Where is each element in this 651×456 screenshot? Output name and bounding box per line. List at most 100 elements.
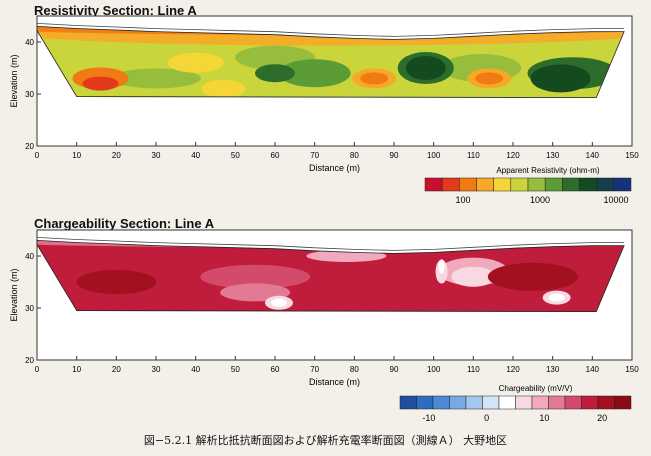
chg-colorbar-swatch xyxy=(432,395,450,410)
chg-colorbar-swatch xyxy=(548,395,566,410)
chg-x-tick-label: 20 xyxy=(112,365,121,374)
chg-colorbar-tick-label: 20 xyxy=(597,413,607,423)
res-x-tick-label: 80 xyxy=(350,151,359,160)
chg-colorbar-swatch xyxy=(416,395,434,410)
chargeability-section-plot: 0 10 20 30 40 50 60 70 80 90 100 110 120 130 140 150203… xyxy=(9,229,639,423)
res-colorbar-tick-label: 100 xyxy=(455,195,470,205)
chg-topography-line xyxy=(36,237,625,251)
chg-x-tick-label: 140 xyxy=(586,365,600,374)
chg-x-tick-label: 120 xyxy=(506,365,520,374)
res-y-tick-label: 30 xyxy=(25,90,34,99)
chg-colorbar-tick-label: 10 xyxy=(539,413,549,423)
res-colorbar-swatch xyxy=(527,177,546,192)
chg-colorbar-swatch xyxy=(498,395,516,410)
chg-x-tick-label: 50 xyxy=(231,365,240,374)
res-x-tick-label: 110 xyxy=(467,151,480,160)
chg-x-tick-label: 110 xyxy=(467,365,480,374)
res-x-tick-label: 50 xyxy=(231,151,240,160)
res-colorbar-swatch xyxy=(596,177,615,192)
res-colorbar-swatch xyxy=(424,177,443,192)
chg-colorbar-swatch xyxy=(564,395,582,410)
res-low-zone xyxy=(475,72,504,85)
chg-colorbar-swatch xyxy=(515,395,533,410)
chg-x-tick-label: 40 xyxy=(191,365,200,374)
chg-colorbar-swatch xyxy=(482,395,500,410)
res-section-outline xyxy=(36,25,625,99)
res-x-tick-label: 60 xyxy=(271,151,280,160)
res-high-zone xyxy=(530,64,591,93)
res-x-tick-label: 20 xyxy=(112,151,121,160)
res-y-tick-label: 20 xyxy=(25,142,34,151)
res-colorbar-swatch xyxy=(459,177,477,192)
res-x-tick-label: 70 xyxy=(310,151,319,160)
res-section-body xyxy=(37,26,625,98)
chg-y-tick-label: 20 xyxy=(25,356,34,365)
resistivity-title: Resistivity Section: Line A xyxy=(34,3,197,18)
res-colorbar-swatch xyxy=(493,177,512,192)
chg-x-tick-label: 150 xyxy=(625,365,639,374)
chg-high-zone xyxy=(76,270,157,294)
chg-low-zone xyxy=(270,298,287,307)
chg-y-axis-label: Elevation (m) xyxy=(9,268,19,321)
chg-y-tick-label: 30 xyxy=(25,304,34,313)
chg-colorbar-swatch xyxy=(597,395,615,410)
chg-x-tick-label: 80 xyxy=(350,365,359,374)
chg-section-outline xyxy=(36,239,625,313)
chg-colorbar-swatch xyxy=(531,395,549,410)
resistivity-section-plot: 0 10 20 30 40 50 60 70 80 90 100 110 120 130 140 150 20 3… xyxy=(9,15,639,205)
res-x-tick-label: 120 xyxy=(506,151,520,160)
res-y-axis-label: Elevation (m) xyxy=(9,54,19,107)
res-x-tick-label: 40 xyxy=(191,151,200,160)
res-yellow-zone xyxy=(201,79,246,98)
res-green-zone xyxy=(111,68,201,89)
chg-colorbar-swatch xyxy=(614,395,632,410)
chg-mid-zone xyxy=(200,264,311,289)
res-colorbar-swatch xyxy=(562,177,580,192)
res-x-tick-label: 0 xyxy=(35,151,40,160)
res-topography-line xyxy=(36,23,625,37)
chg-x-tick-label: 0 xyxy=(35,365,40,374)
chg-colorbar-tick-label: -10 xyxy=(422,413,435,423)
res-colorbar-label: Apparent Resistivity (ohm-m) xyxy=(496,166,599,175)
res-x-tick-label: 140 xyxy=(586,151,600,160)
res-x-tick-label: 10 xyxy=(72,151,81,160)
res-dark-green-zone xyxy=(255,64,295,83)
chg-x-tick-label: 90 xyxy=(390,365,399,374)
res-yellow-zone xyxy=(167,52,224,73)
chg-x-tick-label: 30 xyxy=(152,365,161,374)
res-colorbar-swatch xyxy=(476,177,494,192)
chg-x-tick-label: 10 xyxy=(72,365,81,374)
chargeability-title: Chargeability Section: Line A xyxy=(34,216,215,231)
res-colorbar-swatch xyxy=(613,177,632,192)
chg-colorbar-swatch xyxy=(399,395,417,410)
res-x-tick-label: 130 xyxy=(546,151,560,160)
chg-light-zone xyxy=(451,266,496,287)
chg-high-zone xyxy=(487,262,578,291)
chg-x-tick-label: 130 xyxy=(546,365,560,374)
res-x-tick-label: 100 xyxy=(427,151,441,160)
chg-x-tick-label: 70 xyxy=(310,365,319,374)
chg-colorbar-swatch xyxy=(465,395,483,410)
chg-colorbar-label: Chargeability (mV/V) xyxy=(499,384,573,393)
figure-caption: 図−5.2.1 解析比抵抗断面図および解析充電率断面図（測線Ａ） 大野地区 xyxy=(143,434,508,447)
res-colorbar-tick-label: 10000 xyxy=(603,195,628,205)
chg-low-zone xyxy=(438,259,445,274)
res-colorbar-swatch xyxy=(441,177,460,192)
res-x-tick-label: 30 xyxy=(152,151,161,160)
res-x-tick-label: 90 xyxy=(390,151,399,160)
chg-x-tick-label: 60 xyxy=(271,365,280,374)
res-low-zone xyxy=(82,76,119,91)
res-colorbar-swatch xyxy=(544,177,563,192)
res-dark-green-zone xyxy=(278,59,351,88)
res-colorbar-tick-label: 1000 xyxy=(530,195,550,205)
res-low-zone xyxy=(360,72,389,85)
chg-colorbar-swatch xyxy=(449,395,467,410)
res-colorbar-swatch xyxy=(510,177,529,192)
chg-y-tick-label: 40 xyxy=(25,252,34,261)
res-x-tick-label: 150 xyxy=(625,151,639,160)
chg-x-axis-label: Distance (m) xyxy=(309,377,360,387)
chg-colorbar-tick-label: 0 xyxy=(484,413,489,423)
chg-low-zone xyxy=(548,293,565,302)
res-y-tick-label: 40 xyxy=(25,38,34,47)
